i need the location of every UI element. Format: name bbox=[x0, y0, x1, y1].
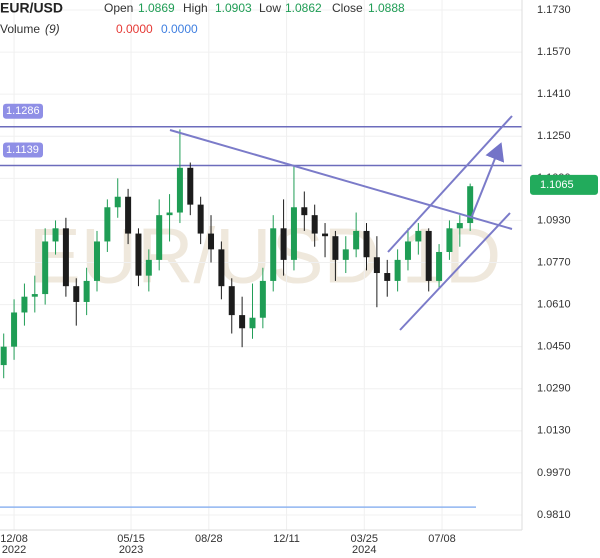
candle-body bbox=[322, 233, 329, 237]
candle-body bbox=[436, 251, 443, 281]
arrow bbox=[471, 142, 505, 217]
high-value: 1.0903 bbox=[215, 1, 252, 15]
candle-body bbox=[425, 230, 432, 281]
candle-body bbox=[239, 315, 246, 329]
candle-body bbox=[62, 228, 69, 287]
low-value: 1.0862 bbox=[285, 1, 322, 15]
y-tick-label: 0.9810 bbox=[537, 509, 571, 521]
volume-up: 0.0000 bbox=[116, 22, 153, 36]
candles-layer bbox=[0, 129, 474, 379]
channel-line bbox=[387, 115, 513, 253]
candle-body bbox=[208, 233, 215, 250]
price-line-tag bbox=[3, 103, 43, 119]
candle-body bbox=[301, 207, 308, 216]
candle-body bbox=[342, 249, 349, 260]
candle-body bbox=[197, 204, 204, 234]
candle-body bbox=[228, 286, 235, 316]
close-value: 1.0888 bbox=[368, 1, 405, 15]
candle-body bbox=[332, 236, 339, 260]
candle-body bbox=[166, 212, 173, 216]
candle-body bbox=[353, 230, 360, 250]
candle-body bbox=[187, 167, 194, 205]
high-label: High bbox=[183, 1, 208, 15]
x-tick-label: 12/08 bbox=[0, 533, 28, 545]
candle-body bbox=[125, 196, 132, 234]
x-tick-label: 07/08 bbox=[428, 533, 456, 545]
candle-body bbox=[467, 186, 474, 224]
candle-body bbox=[11, 312, 18, 347]
x-year-label: 2024 bbox=[352, 544, 376, 556]
x-tick-label: 12/11 bbox=[273, 533, 300, 545]
candle-body bbox=[415, 230, 422, 242]
y-tick-label: 1.0130 bbox=[537, 425, 571, 437]
candle-body bbox=[83, 280, 90, 302]
candle-body bbox=[259, 280, 266, 318]
candle-body bbox=[156, 215, 163, 260]
candle-body bbox=[270, 228, 277, 281]
x-tick-label: 03/25 bbox=[351, 533, 379, 545]
candle-body bbox=[290, 207, 297, 260]
candle-body bbox=[104, 207, 111, 242]
candle-body bbox=[31, 294, 38, 297]
x-tick-label: 05/15 bbox=[117, 533, 145, 545]
candle-body bbox=[404, 241, 411, 260]
low-label: Low bbox=[259, 1, 281, 15]
candle-body bbox=[42, 241, 49, 295]
candle-body bbox=[176, 167, 183, 213]
x-year-label: 2023 bbox=[119, 544, 143, 556]
y-tick-label: 0.9970 bbox=[537, 467, 571, 479]
candle-body bbox=[93, 241, 100, 281]
candle-body bbox=[311, 215, 318, 234]
y-tick-label: 1.1570 bbox=[537, 46, 571, 58]
candle-body bbox=[0, 346, 7, 366]
last-price-label: 1.1065 bbox=[540, 179, 574, 191]
open-value: 1.0869 bbox=[138, 1, 175, 15]
candle-body bbox=[394, 259, 401, 281]
candle-body bbox=[21, 296, 28, 313]
candle-body bbox=[373, 257, 380, 274]
trend-line bbox=[169, 129, 513, 230]
candle-body bbox=[135, 233, 142, 276]
volume-period: (9) bbox=[45, 22, 60, 36]
price-line-label: 1.1139 bbox=[6, 144, 39, 156]
candle-body bbox=[52, 228, 59, 242]
y-tick-label: 1.0770 bbox=[537, 256, 571, 268]
candle-body bbox=[363, 230, 370, 258]
candle-body bbox=[114, 196, 121, 208]
candle-body bbox=[73, 286, 80, 302]
last-price-tag bbox=[530, 174, 598, 195]
volume-label: Volume bbox=[0, 22, 40, 36]
y-tick-label: 1.0610 bbox=[537, 298, 571, 310]
candle-body bbox=[218, 249, 225, 287]
symbol: EUR/USD bbox=[0, 0, 63, 16]
channel-line bbox=[399, 212, 511, 331]
volume-down: 0.0000 bbox=[161, 22, 198, 36]
price-line-tag bbox=[3, 142, 43, 158]
candle-body bbox=[456, 223, 463, 229]
candle-body bbox=[384, 273, 391, 281]
x-tick-label: 08/28 bbox=[195, 533, 223, 545]
price-line-label: 1.1286 bbox=[6, 105, 40, 117]
candle-body bbox=[145, 259, 152, 276]
y-tick-label: 1.0930 bbox=[537, 214, 571, 226]
y-tick-label: 1.0450 bbox=[537, 341, 571, 353]
y-tick-label: 1.1250 bbox=[537, 130, 571, 142]
y-tick-label: 1.0290 bbox=[537, 383, 571, 395]
y-tick-label: 1.1730 bbox=[537, 4, 571, 16]
candle-body bbox=[280, 228, 287, 260]
trend-drawings bbox=[169, 115, 513, 331]
background-layer: EUR/USD 1D bbox=[0, 0, 522, 530]
x-year-label: 2022 bbox=[2, 544, 26, 556]
y-tick-label: 1.1410 bbox=[537, 88, 571, 100]
close-label: Close bbox=[332, 1, 363, 15]
open-label: Open bbox=[104, 1, 133, 15]
candle-body bbox=[249, 317, 256, 329]
candle-body bbox=[446, 228, 453, 252]
